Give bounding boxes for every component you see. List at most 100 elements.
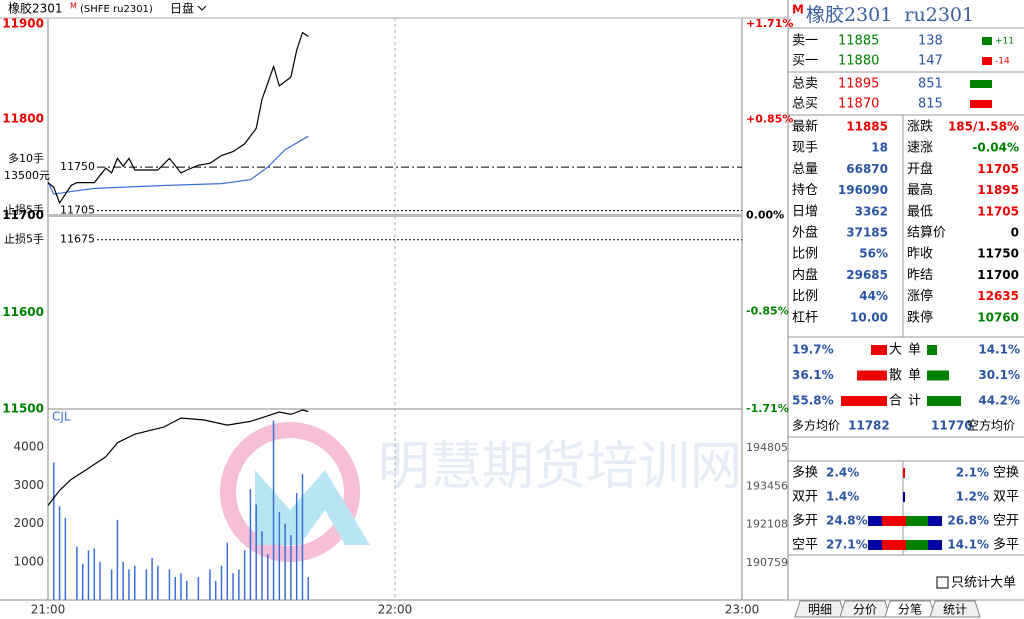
quote-title: 橡胶2301 ru2301	[806, 4, 974, 26]
quote-text: 开盘	[907, 161, 933, 177]
order-label: 止损5手	[4, 232, 44, 246]
quote-text: 14.1%	[978, 343, 1020, 357]
checkbox-label: 只统计大单	[951, 576, 1016, 591]
quote-text: 815	[918, 97, 943, 112]
quote-text: 11870	[838, 97, 879, 112]
quote-text: 3362	[855, 204, 888, 218]
quote-text: 最新	[792, 119, 818, 135]
quote-text: 196090	[838, 183, 888, 197]
session-selector[interactable]: 日盘	[170, 1, 194, 16]
tab-label: 明细	[808, 603, 832, 617]
quote-text: 日增	[792, 204, 818, 219]
change-bar	[882, 540, 906, 550]
quote-text: 大	[889, 343, 902, 358]
change-bar	[903, 468, 905, 478]
quote-text: 24.8%	[826, 514, 868, 528]
quote-text: 30.1%	[978, 368, 1020, 382]
quote-text: 总量	[792, 162, 818, 177]
quote-text: 18	[871, 141, 888, 155]
quote-text: 现手	[792, 141, 818, 156]
quote-text: 比例	[792, 247, 818, 262]
quote-text: 最高	[907, 182, 933, 198]
open-interest-line	[47, 409, 309, 506]
watermark: 明慧期货培训网	[378, 437, 742, 497]
oi-tick-label: 193456	[746, 479, 788, 492]
flow-bar	[857, 370, 887, 381]
checkbox[interactable]	[936, 576, 949, 589]
tab-label: 分价	[853, 603, 877, 617]
oi-tick-label: 194805	[746, 441, 788, 454]
flow-bar	[927, 396, 961, 406]
quote-text: 29685	[846, 268, 888, 282]
quote-text: 单	[908, 368, 921, 383]
watermark-logo	[220, 422, 370, 562]
quote-text: 多换	[792, 465, 818, 481]
oi-tick-label: 190759	[746, 556, 788, 569]
average-line	[47, 135, 309, 195]
quote-text: 147	[918, 54, 943, 69]
quote-text: 合	[889, 394, 902, 409]
quote-text: 37185	[846, 226, 888, 240]
quote-text: 36.1%	[792, 368, 834, 382]
dropdown-icon[interactable]	[197, 5, 207, 11]
quote-text: 速涨	[907, 141, 933, 156]
x-tick-label: 22:00	[378, 603, 413, 617]
quote-flag: M	[792, 3, 804, 17]
oi-tick-label: 192108	[746, 518, 788, 531]
quote-text: 比例	[792, 289, 818, 304]
quote-text: 涨跌	[907, 119, 933, 135]
quote-text: 内盘	[792, 267, 818, 283]
quote-text: 散	[889, 368, 902, 383]
tab-label: 统计	[943, 603, 967, 617]
quote-text: 结算价	[907, 226, 946, 241]
y2-tick-label: -1.71%	[746, 402, 789, 415]
quote-text: 11895	[838, 77, 879, 92]
order-price: 11750	[60, 160, 95, 173]
y-tick-label: 11500	[2, 402, 44, 416]
quote-text: 买一	[792, 54, 818, 69]
quote-text: 双平	[993, 490, 1019, 505]
quote-text: 1.4%	[826, 490, 859, 504]
quote-text: 11700	[977, 268, 1019, 282]
volume-tick-label: 1000	[13, 554, 44, 568]
quote-text: -14	[995, 57, 1010, 67]
quote-text: 185/1.58%	[948, 120, 1019, 134]
quote-text: 杠杆	[792, 309, 818, 325]
tab[interactable]	[929, 600, 981, 618]
quote-text: 56%	[859, 247, 888, 261]
volume-tick-label: 2000	[13, 516, 44, 530]
quote-text: 11782	[848, 419, 890, 433]
book-bar	[970, 80, 992, 88]
quote-text: 多开	[792, 513, 818, 529]
quote-text: 14.1%	[947, 538, 989, 552]
book-bar	[982, 57, 992, 65]
quote-text: 双开	[792, 490, 818, 505]
quote-text: 851	[918, 77, 943, 92]
quote-text: +11	[995, 37, 1014, 47]
y-tick-label: 11800	[2, 111, 44, 125]
x-tick-label: 21:00	[31, 603, 66, 617]
flow-bar	[871, 345, 887, 355]
change-bar	[906, 540, 928, 550]
quote-text: 11885	[846, 120, 888, 134]
quote-text: 计	[908, 394, 921, 409]
change-bar	[868, 516, 882, 526]
quote-text: 最低	[907, 204, 933, 219]
change-bar	[868, 540, 882, 550]
quote-text: 2.4%	[826, 466, 859, 480]
quote-text: 11705	[977, 162, 1019, 176]
quote-text: 138	[918, 34, 943, 49]
order-price: 11675	[60, 233, 95, 246]
quote-text: 11770	[931, 419, 973, 433]
y-tick-label: 11700	[2, 208, 44, 222]
y2-tick-label: +0.85%	[746, 112, 793, 125]
y-tick-label: 11600	[2, 305, 44, 319]
quote-text: 持仓	[792, 183, 818, 198]
order-label: 多10手	[8, 151, 44, 165]
quote-text: 10760	[977, 310, 1019, 324]
quote-text: 55.8%	[792, 394, 834, 408]
quote-panel: M 橡胶2301 ru2301	[792, 3, 974, 27]
quote-text: 涨停	[907, 288, 933, 304]
